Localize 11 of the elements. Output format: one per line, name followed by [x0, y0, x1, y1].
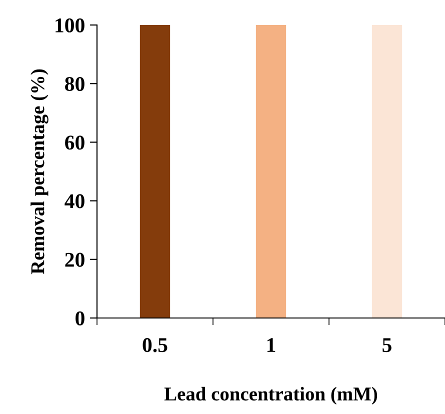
y-tick-label: 20	[65, 252, 84, 267]
x-tick-label: 5	[382, 338, 392, 352]
y-tick-label: 100	[56, 18, 84, 32]
y-tick-label: 0	[76, 311, 84, 326]
y-tick-label: 40	[64, 194, 84, 208]
x-axis-title: Lead concentration (mM)	[164, 386, 378, 405]
x-tick-label: 0.5	[142, 338, 168, 352]
y-axis-title: Removal percentage (%)	[30, 69, 48, 274]
x-tick-label: 1	[267, 338, 276, 352]
y-tick-label: 60	[65, 136, 84, 150]
y-tick-label: 80	[65, 76, 84, 92]
